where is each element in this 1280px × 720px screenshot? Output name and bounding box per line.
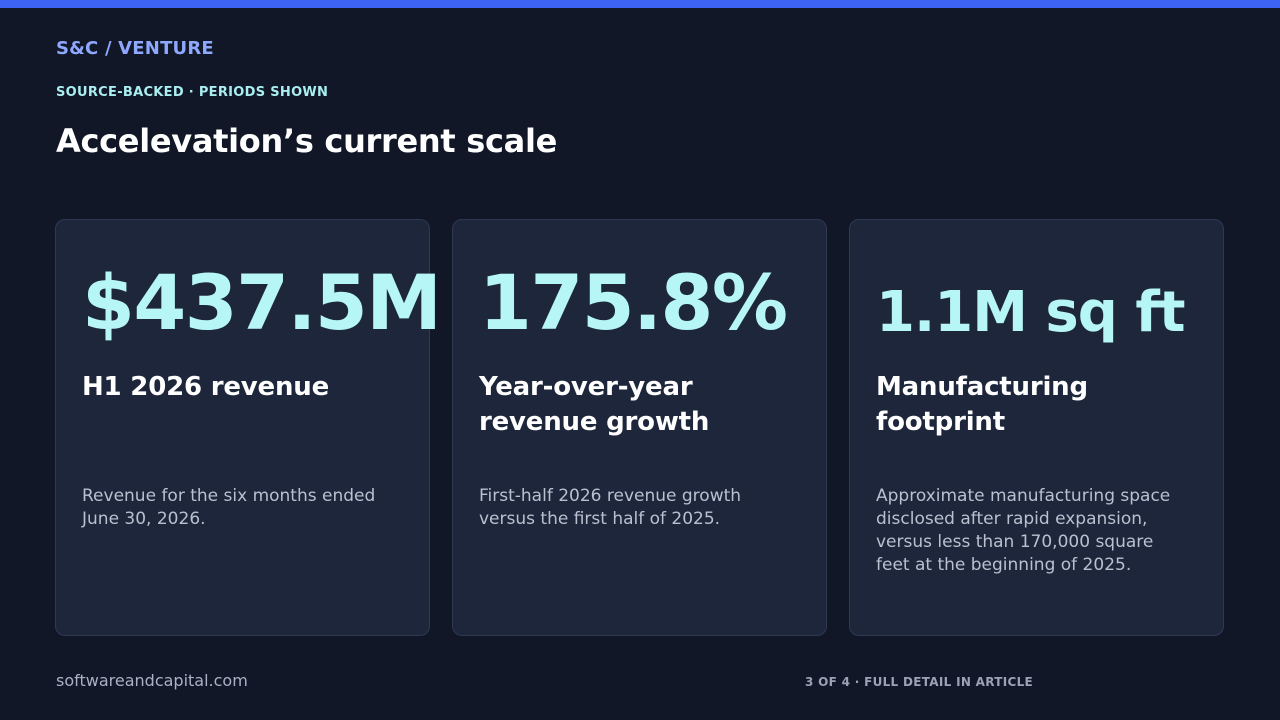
eyebrow-label: SOURCE-BACKED · PERIODS SHOWN [56, 85, 329, 100]
stat-description: Approximate manufacturing space disclose… [876, 486, 1171, 575]
page-indicator: 3 OF 4 · FULL DETAIL IN ARTICLE [805, 675, 1034, 689]
stat-title: Manufacturing footprint [876, 372, 1088, 437]
stat-description: Revenue for the six months ended June 30… [82, 486, 376, 529]
stat-value: 175.8% [479, 258, 788, 347]
stat-card-footprint: 1.1M sq ft Manufacturing footprint Appro… [849, 219, 1224, 636]
stat-title: H1 2026 revenue [82, 372, 330, 402]
stat-value: $437.5M [82, 258, 442, 347]
page-title: Accelevation’s current scale [56, 122, 558, 160]
stat-value: 1.1M sq ft [876, 280, 1185, 345]
footer-site-link[interactable]: softwareandcapital.com [56, 671, 248, 690]
stat-card-revenue: $437.5M H1 2026 revenue Revenue for the … [55, 219, 442, 636]
brand-label: S&C / VENTURE [56, 38, 214, 59]
stat-title: Year-over-year revenue growth [479, 372, 710, 437]
stat-card-growth: 175.8% Year-over-year revenue growth Fir… [452, 219, 827, 636]
top-accent-bar [0, 0, 1280, 8]
stat-description: First-half 2026 revenue growth versus th… [479, 486, 742, 529]
